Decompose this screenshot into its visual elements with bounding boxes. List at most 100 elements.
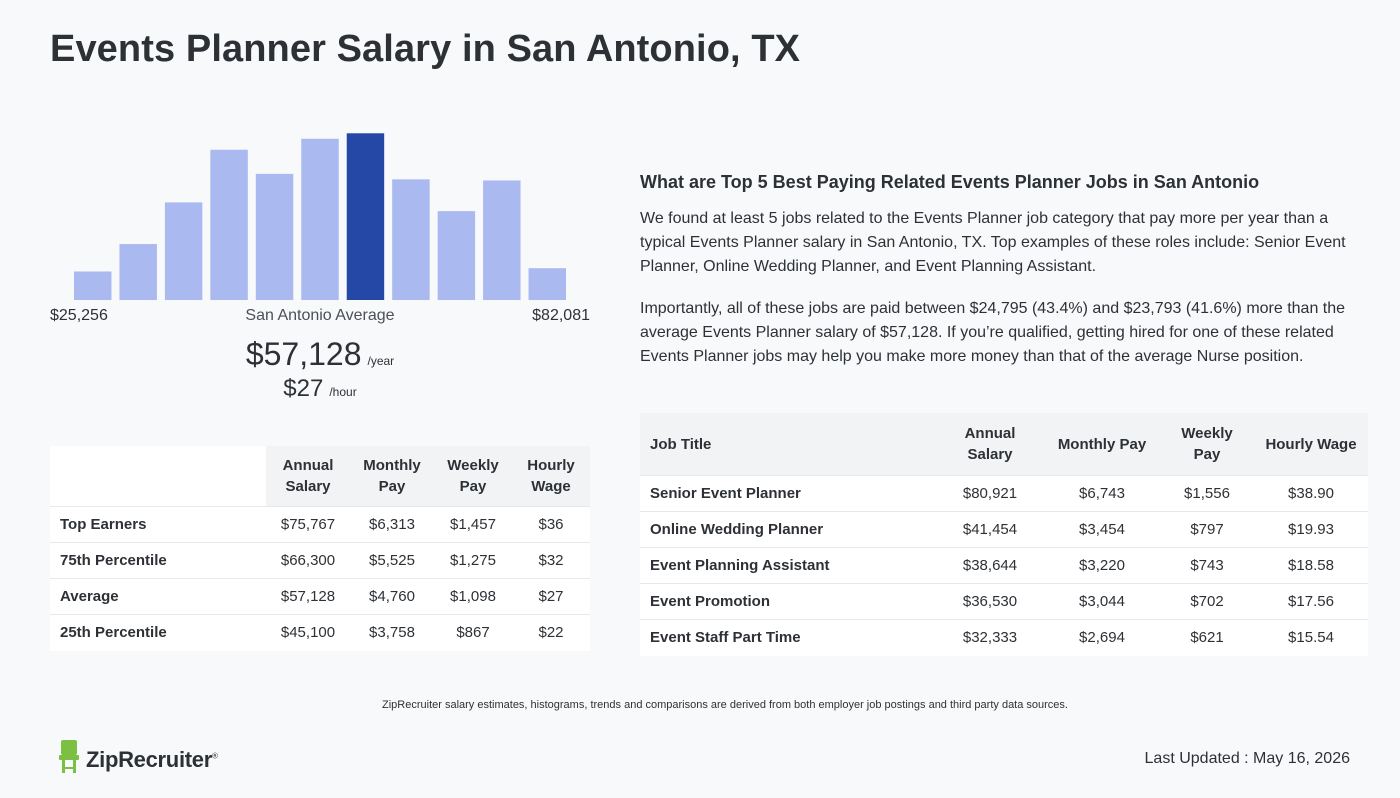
percentile-row-label: Average [50,578,266,615]
percentile-cell: $1,275 [434,542,512,579]
percentile-row-label: 25th Percentile [50,614,266,651]
percentile-header-monthly: Monthly Pay [350,446,434,507]
histogram-average-label: San Antonio Average [245,307,395,324]
ziprecruiter-logo[interactable]: ZipRecruiter® [58,740,218,779]
job-title: Event Staff Part Time [640,619,936,656]
percentile-header-annual: Annual Salary [266,446,350,507]
job-cell: $3,220 [1044,547,1160,584]
related-jobs-paragraph-2: Importantly, all of these jobs are paid … [640,300,1346,365]
jobs-header-title: Job Title [640,413,936,476]
percentile-header-hourly: Hourly Wage [512,446,590,507]
table-row: 25th Percentile $45,100 $3,758 $867 $22 [50,614,590,651]
job-cell: $2,694 [1044,619,1160,656]
percentile-cell: $66,300 [266,542,350,579]
table-row: Event Planning Assistant $38,644 $3,220 $74… [640,547,1368,584]
job-cell: $38,644 [936,547,1044,584]
histogram-bar [210,149,248,300]
histogram-bar [437,211,476,300]
logo-registered-mark: ® [211,751,218,761]
job-cell: $702 [1160,583,1254,620]
related-jobs-heading: What are Top 5 Best Paying Related Event… [640,172,1260,192]
table-row: Event Promotion $36,530 $3,044 $702 $17.56 [640,583,1368,620]
percentile-cell: $57,128 [266,578,350,615]
jobs-header-hourly: Hourly Wage [1254,413,1368,476]
histogram-bar [301,138,339,300]
last-updated: Last Updated : May 16, 2026 [1144,750,1350,767]
job-title: Event Promotion [640,583,936,620]
percentile-cell: $5,525 [350,542,434,579]
job-cell: $3,044 [1044,583,1160,620]
percentile-cell: $22 [512,614,590,651]
average-hourly: $27/hour [50,375,590,403]
percentile-header-blank [50,446,266,507]
average-annual-unit: /year [367,354,395,368]
average-annual: $57,128/year [50,336,590,373]
table-row: Event Staff Part Time $32,333 $2,694 $621 $1… [640,619,1368,656]
job-cell: $6,743 [1044,475,1160,512]
histogram-bar [392,179,430,300]
jobs-header-annual: Annual Salary [936,413,1044,476]
percentile-cell: $3,758 [350,614,434,651]
percentile-cell: $867 [434,614,512,651]
job-title: Online Wedding Planner [640,511,936,548]
average-annual-value: $57,128 [245,336,362,372]
related-jobs-table: Job Title Annual Salary Monthly Pay Week… [640,413,1368,656]
histogram-min-label: $25,256 [50,307,108,324]
percentile-header-weekly: Weekly Pay [434,446,512,507]
job-cell: $743 [1160,547,1254,584]
related-jobs-paragraph-1: We found at least 5 jobs related to the … [640,210,1346,275]
histogram-bar [74,271,112,300]
percentile-cell: $6,313 [350,506,434,543]
salary-histogram [50,130,590,300]
histogram-bar [119,244,157,300]
percentile-cell: $45,100 [266,614,350,651]
histogram-svg [74,133,566,300]
job-cell: $17.56 [1254,583,1368,620]
disclaimer: ZipRecruiter salary estimates, histogram… [382,699,1068,711]
histogram-labels: $25,256 San Antonio Average $82,081 [50,307,590,329]
table-row: Average $57,128 $4,760 $1,098 $27 [50,578,590,615]
jobs-table-body: Senior Event Planner $80,921 $6,743 $1,556 $… [640,475,1368,656]
logo-wordmark: ZipRecruiter [86,746,212,772]
job-cell: $15.54 [1254,619,1368,656]
histogram-bar [164,202,203,300]
percentile-cell: $1,098 [434,578,512,615]
table-row: Online Wedding Planner $41,454 $3,454 $797 $… [640,511,1368,548]
job-cell: $19.93 [1254,511,1368,548]
percentile-cell: $27 [512,578,590,615]
percentile-cell: $4,760 [350,578,434,615]
page-title: Events Planner Salary in San Antonio, TX [50,28,801,70]
table-row: Top Earners $75,767 $6,313 $1,457 $36 [50,506,590,543]
percentile-table-header: Annual Salary Monthly Pay Weekly Pay Hou… [50,446,590,507]
percentile-cell: $32 [512,542,590,579]
job-cell: $18.58 [1254,547,1368,584]
percentile-row-label: Top Earners [50,506,266,543]
histogram-max-label: $82,081 [532,307,590,324]
percentile-table-body: Top Earners $75,767 $6,313 $1,457 $36 75th Pe… [50,506,590,651]
average-hourly-unit: /hour [329,385,357,399]
job-cell: $1,556 [1160,475,1254,512]
jobs-header-weekly: Weekly Pay [1160,413,1254,476]
job-cell: $38.90 [1254,475,1368,512]
job-cell: $32,333 [936,619,1044,656]
table-row: 75th Percentile $66,300 $5,525 $1,275 $32 [50,542,590,579]
job-cell: $797 [1160,511,1254,548]
chair-icon [58,740,80,779]
histogram-bar [483,180,521,300]
related-jobs-section: What are Top 5 Best Paying Related Event… [640,172,1370,387]
table-row: Senior Event Planner $80,921 $6,743 $1,556 $… [640,475,1368,512]
percentile-row-label: 75th Percentile [50,542,266,579]
average-salary-block: $57,128/year $27/hour [50,336,590,403]
percentile-cell: $36 [512,506,590,543]
jobs-table-header: Job Title Annual Salary Monthly Pay Week… [640,413,1368,476]
job-cell: $36,530 [936,583,1044,620]
job-title: Senior Event Planner [640,475,936,512]
percentile-cell: $1,457 [434,506,512,543]
average-hourly-value: $27 [283,375,324,402]
histogram-bar [528,268,566,300]
job-cell: $41,454 [936,511,1044,548]
histogram-bar-average [346,133,385,300]
percentile-cell: $75,767 [266,506,350,543]
job-cell: $3,454 [1044,511,1160,548]
logo-text: ZipRecruiter® [86,747,218,773]
